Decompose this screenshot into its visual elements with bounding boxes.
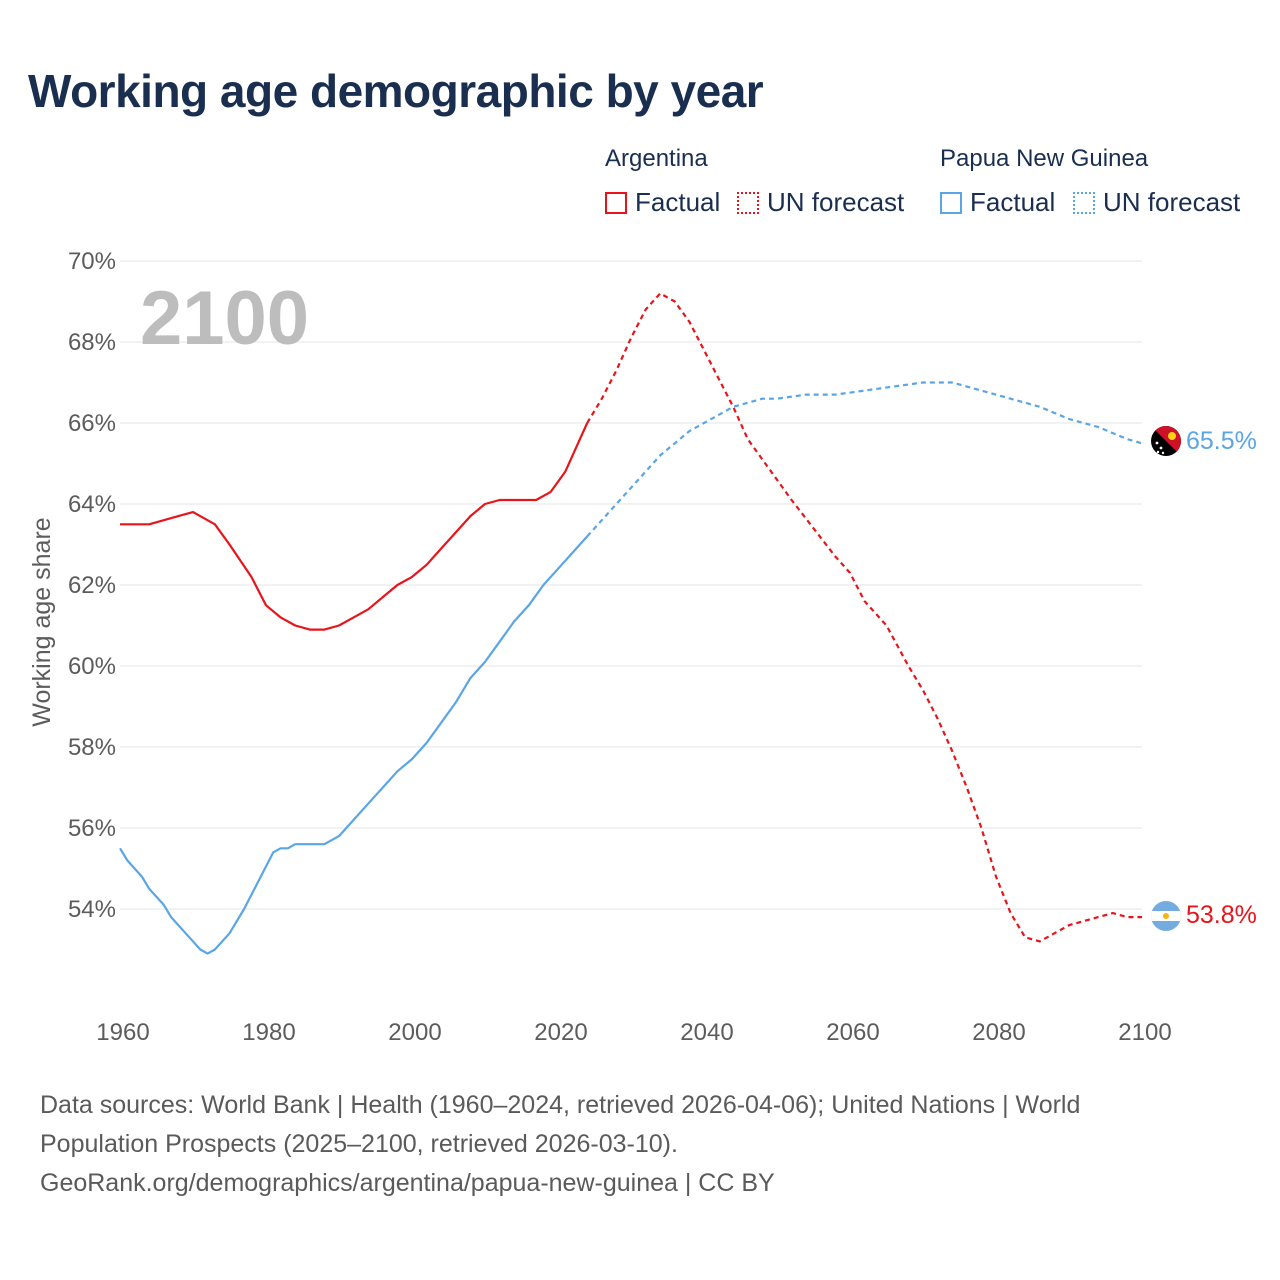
chart-title: Working age demographic by year: [28, 65, 764, 117]
sources-line-1: Data sources: World Bank | Health (1960–…: [40, 1091, 1081, 1119]
year-badge: 2100: [140, 276, 309, 361]
papua-new-guinea-factual-line[interactable]: [119, 535, 589, 955]
y-tick-label: 60%: [68, 653, 116, 680]
legend-swatch-solid-blue: [940, 191, 962, 214]
legend-label: Factual: [635, 187, 721, 217]
argentina-end-label: 53.8%: [1186, 901, 1257, 929]
grid-lines: [120, 260, 1142, 910]
legend-swatch-solid-red: [605, 191, 627, 214]
data-sources: Data sources: World Bank | Health (1960–…: [40, 1086, 1220, 1203]
legend-item-png-factual[interactable]: Factual: [940, 187, 1055, 218]
line-chart: 54% 56% 58% 60% 62% 64% 66% 68% 70% 1960 1980 2000…: [28, 248, 1257, 1046]
argentina-factual-line[interactable]: [120, 422, 589, 631]
x-tick-label: 2020: [534, 1019, 587, 1046]
series-layer: [119, 292, 1143, 955]
y-tick-label: 62%: [68, 572, 116, 599]
x-tick-label: 1980: [242, 1019, 295, 1046]
y-tick-label: 54%: [68, 896, 116, 923]
png-end-label: 65.5%: [1186, 427, 1257, 455]
x-tick-label: 2060: [826, 1019, 879, 1046]
legend-item-argentina-factual[interactable]: Factual: [605, 187, 720, 218]
legend-swatch-dotted-red: [737, 191, 759, 214]
legend-label: UN forecast: [1103, 187, 1241, 217]
argentina-flag-icon: [1151, 901, 1181, 931]
y-axis-ticks: 54% 56% 58% 60% 62% 64% 66% 68% 70%: [68, 248, 116, 923]
y-tick-label: 64%: [68, 491, 116, 518]
legend-label: UN forecast: [767, 187, 905, 217]
legend-item-argentina-forecast[interactable]: UN forecast: [737, 187, 904, 218]
x-tick-label: 2040: [680, 1019, 733, 1046]
y-tick-label: 70%: [68, 248, 116, 275]
x-tick-label: 1960: [96, 1019, 149, 1046]
x-tick-label: 2000: [388, 1019, 441, 1046]
legend-label: Factual: [970, 187, 1056, 217]
x-tick-label: 2100: [1118, 1019, 1171, 1046]
legend-group-argentina: Argentina: [605, 145, 708, 172]
y-tick-label: 56%: [68, 815, 116, 842]
argentina-forecast-line[interactable]: [586, 292, 1142, 943]
y-axis-title: Working age share: [28, 517, 56, 726]
legend-item-png-forecast[interactable]: UN forecast: [1073, 187, 1240, 218]
y-tick-label: 58%: [68, 734, 116, 761]
x-tick-label: 2080: [972, 1019, 1025, 1046]
papua-new-guinea-forecast-line[interactable]: [586, 381, 1143, 538]
png-flag-icon: [1151, 426, 1181, 456]
legend-group-png: Papua New Guinea: [940, 145, 1149, 172]
sources-line-3[interactable]: GeoRank.org/demographics/argentina/papua…: [40, 1169, 775, 1197]
sources-line-2: Population Prospects (2025–2100, retriev…: [40, 1130, 678, 1158]
y-tick-label: 68%: [68, 329, 116, 356]
legend-swatch-dotted-blue: [1073, 191, 1095, 214]
y-tick-label: 66%: [68, 410, 116, 437]
x-axis-ticks: 1960 1980 2000 2020 2040 2060 2080 2100: [96, 1019, 1171, 1046]
